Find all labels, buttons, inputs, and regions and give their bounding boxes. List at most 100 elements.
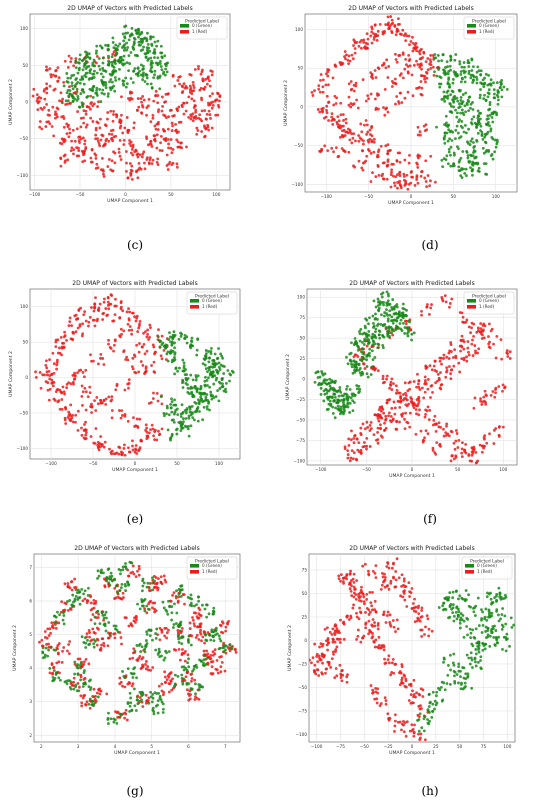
scatter-point (102, 144, 105, 148)
scatter-point (339, 676, 343, 679)
scatter-point (337, 119, 341, 123)
x-tick-label: 0 (134, 461, 137, 466)
scatter-point (438, 386, 442, 390)
scatter-point (445, 90, 449, 94)
scatter-point (448, 302, 452, 305)
scatter-point (186, 383, 189, 387)
scatter-point (377, 635, 381, 639)
scatter-point (131, 564, 135, 568)
scatter-point (488, 124, 491, 128)
scatter-point (92, 642, 96, 646)
scatter-point (84, 408, 88, 412)
scatter-point (355, 369, 359, 372)
scatter-point (86, 55, 90, 59)
scatter-point (460, 176, 464, 179)
scatter-point (173, 684, 177, 688)
scatter-point (425, 185, 428, 189)
scatter-point (201, 79, 205, 83)
x-tick-label: −25 (384, 744, 393, 749)
scatter-point (363, 367, 367, 370)
scatter-point (402, 579, 406, 583)
scatter-point (128, 33, 132, 37)
scatter-point (47, 648, 51, 652)
scatter-point (140, 439, 144, 443)
scatter-point (386, 329, 390, 333)
scatter-point (121, 32, 125, 36)
scatter-point (114, 452, 117, 456)
scatter-point (135, 53, 139, 57)
scatter-point (207, 612, 211, 616)
scatter-point (350, 53, 354, 57)
scatter-point (119, 416, 123, 420)
scatter-point (435, 423, 438, 426)
scatter-point (429, 67, 433, 70)
scatter-point (107, 54, 110, 58)
scatter-point (66, 582, 70, 585)
scatter-point (372, 640, 376, 644)
scatter-point (154, 648, 158, 652)
scatter-point (45, 366, 49, 370)
scatter-point (97, 612, 100, 616)
scatter-point (460, 102, 464, 106)
scatter-point (168, 352, 172, 355)
x-tick-label: 6 (187, 744, 190, 749)
scatter-point (141, 39, 145, 43)
scatter-point (373, 413, 377, 417)
scatter-point (177, 592, 181, 596)
scatter-point (326, 70, 330, 74)
scatter-point (317, 87, 321, 91)
scatter-point (346, 397, 350, 401)
scatter-point (172, 330, 176, 334)
scatter-point (48, 377, 52, 381)
scatter-point (178, 623, 181, 627)
scatter-point (404, 391, 407, 395)
scatter-point (71, 87, 75, 91)
scatter-point (118, 588, 122, 592)
scatter-point (69, 687, 73, 691)
scatter-point (326, 648, 329, 652)
scatter-point (88, 642, 92, 646)
scatter-point (137, 161, 141, 165)
scatter-point (126, 580, 129, 584)
scatter-point (40, 638, 44, 642)
scatter-point (427, 634, 431, 638)
scatter-point (81, 87, 84, 91)
x-tick-label: −100 (311, 744, 323, 749)
scatter-point (175, 427, 179, 431)
scatter-point (385, 312, 388, 315)
scatter-point (369, 420, 373, 424)
scatter-point (410, 338, 413, 342)
scatter-point (175, 432, 179, 436)
scatter-point (357, 159, 361, 163)
scatter-point (77, 591, 81, 594)
scatter-point (349, 396, 353, 400)
scatter-point (79, 661, 83, 665)
scatter-point (393, 412, 397, 416)
scatter-point (204, 638, 208, 642)
scatter-point (354, 597, 358, 601)
scatter-point (118, 61, 122, 64)
scatter-point (167, 628, 170, 632)
scatter-point (96, 139, 100, 143)
scatter-point (467, 353, 471, 357)
scatter-point (452, 100, 456, 104)
scatter-point (199, 625, 202, 629)
scatter-point (405, 34, 409, 38)
scatter-point (160, 682, 164, 686)
scatter-point (45, 359, 48, 363)
scatter-point (75, 689, 79, 693)
scatter-point (464, 443, 468, 446)
scatter-point (203, 109, 207, 112)
scatter-point (80, 394, 84, 398)
chart-title: 2D UMAP of Vectors with Predicted Labels (74, 545, 199, 552)
scatter-point (64, 602, 68, 606)
scatter-point (131, 367, 135, 371)
scatter-point (349, 80, 353, 83)
scatter-point (85, 599, 89, 602)
scatter-point (386, 143, 390, 146)
scatter-point (479, 327, 483, 331)
scatter-point (43, 97, 47, 101)
scatter-point (362, 362, 366, 366)
scatter-point (209, 390, 213, 394)
scatter-point (389, 380, 393, 384)
